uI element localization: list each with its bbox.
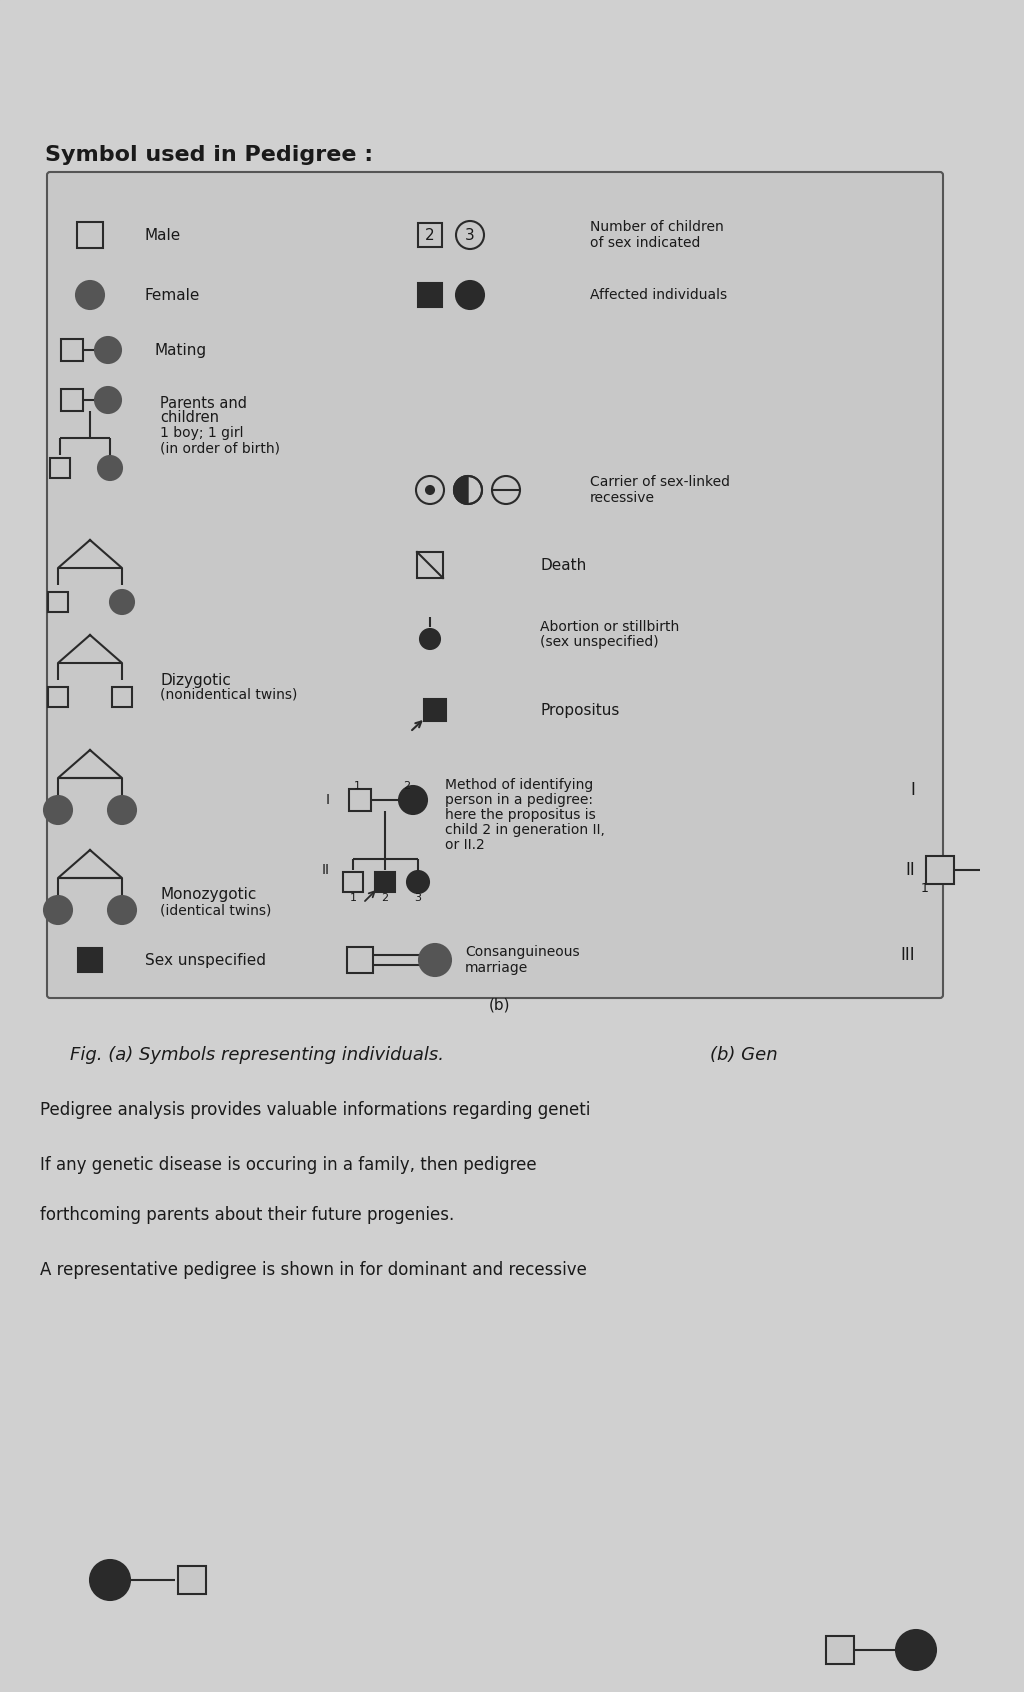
Text: 1 boy; 1 girl: 1 boy; 1 girl [160,426,244,440]
Text: Propositus: Propositus [540,702,620,717]
Circle shape [407,871,429,893]
Text: Method of identifying: Method of identifying [445,778,593,792]
Bar [417,552,443,579]
Text: 2: 2 [403,782,411,790]
Circle shape [76,281,104,310]
Circle shape [416,475,444,504]
Circle shape [454,475,482,504]
Text: Female: Female [145,288,201,303]
Circle shape [426,486,434,494]
Text: Male: Male [145,227,181,242]
Bar [347,948,373,973]
Text: (b) Gen: (b) Gen [710,1046,777,1064]
Circle shape [108,795,136,824]
Circle shape [896,1629,936,1670]
Circle shape [44,795,72,824]
Circle shape [456,281,484,310]
Text: 1: 1 [353,782,360,790]
Bar [48,687,68,707]
Bar [178,1567,206,1594]
Text: of sex indicated: of sex indicated [590,235,700,250]
Bar [343,871,362,892]
Bar [61,338,83,360]
Text: Dizygotic: Dizygotic [160,672,230,687]
Text: Consanguineous: Consanguineous [465,946,580,959]
Text: 1: 1 [349,893,356,904]
Text: recessive: recessive [590,491,655,504]
Bar [50,459,70,479]
Text: Pedigree analysis provides valuable informations regarding geneti: Pedigree analysis provides valuable info… [40,1101,591,1118]
Text: III: III [900,946,914,964]
Text: 1: 1 [921,882,929,895]
Text: 3: 3 [415,893,422,904]
Text: I: I [910,782,914,799]
FancyBboxPatch shape [47,173,943,998]
Circle shape [44,897,72,924]
Text: (identical twins): (identical twins) [160,904,271,917]
Text: children: children [160,411,219,425]
Bar [48,592,68,613]
Bar [926,856,954,883]
Bar [349,788,371,810]
Text: Abortion or stillbirth: Abortion or stillbirth [540,619,679,634]
Text: Fig. (a) Symbols representing individuals.: Fig. (a) Symbols representing individual… [70,1046,444,1064]
Bar [77,222,103,249]
Circle shape [420,629,440,650]
Circle shape [95,387,121,413]
Wedge shape [454,475,468,504]
Text: 2: 2 [381,893,388,904]
Text: (b): (b) [489,998,511,1012]
Text: Mating: Mating [155,342,207,357]
Text: here the propositus is: here the propositus is [445,809,596,822]
Text: (nonidentical twins): (nonidentical twins) [160,689,297,702]
Text: Death: Death [540,557,587,572]
Text: Monozygotic: Monozygotic [160,888,256,902]
Text: (in order of birth): (in order of birth) [160,442,280,455]
Text: person in a pedigree:: person in a pedigree: [445,794,593,807]
Text: If any genetic disease is occuring in a family, then pedigree: If any genetic disease is occuring in a … [40,1156,537,1174]
Text: Parents and: Parents and [160,396,247,411]
Circle shape [90,1560,130,1601]
Circle shape [95,337,121,364]
Text: Carrier of sex-linked: Carrier of sex-linked [590,475,730,489]
Circle shape [110,591,134,614]
Bar [375,871,395,892]
Text: or II.2: or II.2 [445,838,484,853]
Circle shape [108,897,136,924]
Circle shape [98,457,122,481]
Text: Sex unspecified: Sex unspecified [145,953,266,968]
Bar [418,283,442,306]
Bar [826,1636,854,1663]
Bar [418,223,442,247]
Text: Affected individuals: Affected individuals [590,288,727,301]
Bar [424,699,446,721]
Bar [61,389,83,411]
Text: marriage: marriage [465,961,528,975]
Circle shape [492,475,520,504]
Text: II: II [905,861,914,880]
Circle shape [419,944,451,976]
Text: II: II [322,863,330,876]
Bar [112,687,132,707]
Text: (sex unspecified): (sex unspecified) [540,634,658,650]
Text: forthcoming parents about their future progenies.: forthcoming parents about their future p… [40,1206,455,1223]
Text: 3: 3 [465,227,475,242]
Text: Symbol used in Pedigree :: Symbol used in Pedigree : [45,146,373,166]
Text: A representative pedigree is shown in for dominant and recessive: A representative pedigree is shown in fo… [40,1261,587,1279]
Text: I: I [326,794,330,807]
Text: child 2 in generation II,: child 2 in generation II, [445,822,605,838]
Circle shape [456,222,484,249]
Text: 2: 2 [425,227,435,242]
Circle shape [399,787,427,814]
Text: Number of children: Number of children [590,220,724,233]
